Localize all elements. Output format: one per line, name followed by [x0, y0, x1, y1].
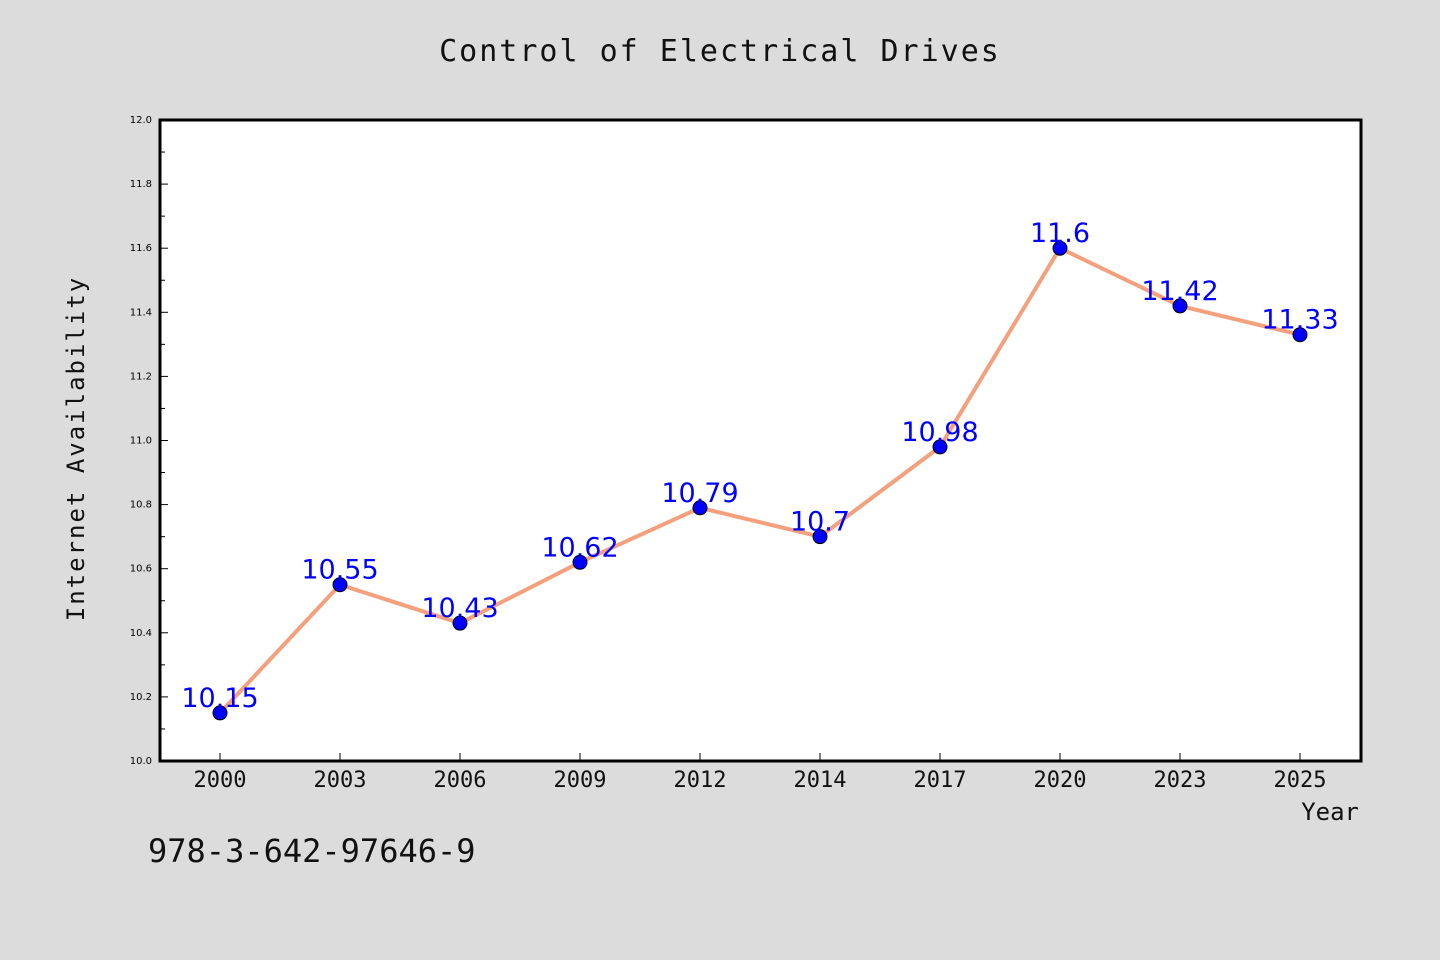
x-tick-label: 2023	[1154, 768, 1207, 793]
data-label: 11.6	[1030, 218, 1090, 249]
chart-title: Control of Electrical Drives	[439, 34, 1001, 69]
y-tick-label: 11.6	[130, 243, 152, 254]
data-point	[932, 439, 948, 455]
y-axis-title: Internet Availability	[62, 276, 90, 621]
y-tick-label: 10.0	[130, 756, 152, 767]
data-label: 10.62	[541, 532, 618, 563]
data-label: 10.98	[901, 417, 978, 448]
x-tick-label: 2020	[1034, 768, 1087, 793]
y-tick-label: 10.6	[130, 564, 152, 575]
y-tick-label: 10.4	[130, 628, 152, 639]
x-tick-label: 2025	[1274, 768, 1327, 793]
data-label: 10.15	[181, 683, 258, 714]
data-label: 11.33	[1261, 305, 1338, 336]
data-point	[212, 705, 228, 721]
y-tick-label: 11.8	[130, 179, 152, 190]
data-point	[332, 577, 348, 593]
data-point	[692, 500, 708, 516]
series-line	[218, 246, 1302, 715]
y-tick-label: 11.4	[130, 307, 152, 318]
data-point	[1292, 327, 1308, 343]
data-point	[812, 529, 828, 545]
data-label: 11.42	[1141, 276, 1218, 307]
x-tick-label: 2017	[914, 768, 967, 793]
data-point	[1172, 298, 1188, 314]
x-axis-title: Year	[1301, 798, 1359, 826]
y-tick-label: 11.2	[130, 371, 152, 382]
y-tick-label: 10.2	[130, 692, 152, 703]
x-tick-label: 2003	[314, 768, 367, 793]
x-tick-label: 2000	[194, 768, 247, 793]
x-tick-label: 2012	[674, 768, 727, 793]
x-tick-label: 2006	[434, 768, 487, 793]
y-tick-label: 12.0	[130, 115, 152, 126]
isbn-text: 978-3-642-97646-9	[148, 832, 476, 870]
x-tick-label: 2014	[794, 768, 847, 793]
data-label: 10.7	[790, 507, 850, 538]
plot-area	[160, 120, 1361, 761]
data-point	[1052, 240, 1068, 256]
data-point	[452, 615, 468, 631]
data-label: 10.79	[661, 478, 738, 509]
y-tick-label: 11.0	[130, 436, 152, 447]
data-point	[572, 554, 588, 570]
data-label: 10.43	[421, 593, 498, 624]
data-label: 10.55	[301, 555, 378, 586]
y-tick-label: 10.8	[130, 500, 152, 511]
x-tick-label: 2009	[554, 768, 607, 793]
plot-frame	[158, 118, 1363, 763]
